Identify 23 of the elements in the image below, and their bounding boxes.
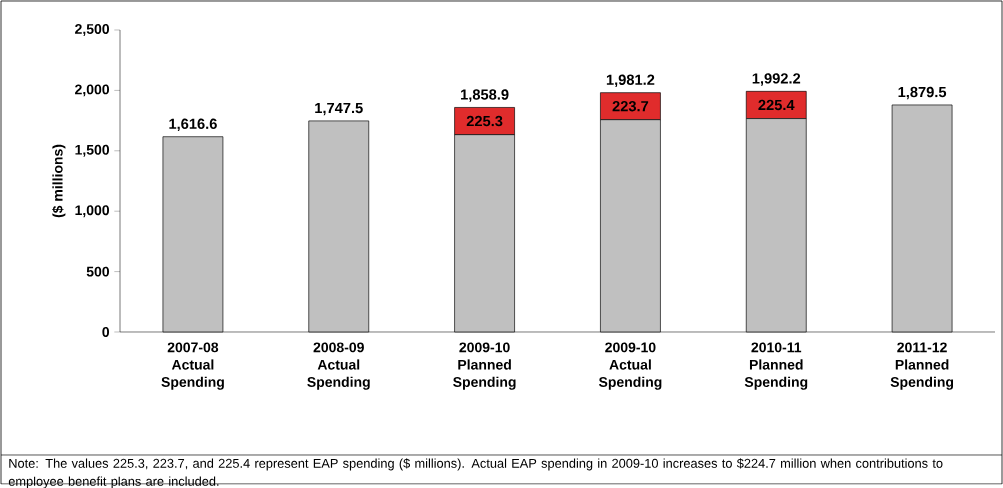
y-tick-label: 2,000 <box>75 84 110 97</box>
x-tick-label: 2008-09 Actual Spending <box>307 342 370 390</box>
y-tick-label: 1,000 <box>75 205 110 217</box>
total-label: 1,992.2 <box>752 73 801 86</box>
x-tick-label: 2011-12 Planned Spending <box>890 342 954 390</box>
x-tick-label: 2009-10 Actual Spending <box>598 342 662 390</box>
y-axis-title: ($ millions) <box>52 144 66 218</box>
total-label: 1,616.6 <box>169 118 217 131</box>
total-label: 1,858.9 <box>461 89 509 102</box>
y-tick-label: 0 <box>102 326 110 337</box>
text: Note: The values 225.3, 223.7, and 225.4 represent EAP spending ($ millions). Actual EAP spending in 2009-10 increases to $224.7 million when contributions to employee benefit plans are included. <box>8 458 943 488</box>
x-tick-label: 2010-11 Planned Spending <box>744 342 808 390</box>
x-tick-label: 2007-08 Actual Spending <box>161 342 224 390</box>
y-tick-label: 500 <box>86 266 110 277</box>
total-label: 1,981.2 <box>606 74 655 87</box>
x-tick-label: 2009-10 Planned Spending <box>453 342 516 390</box>
data-label: 225.4 <box>758 99 795 110</box>
y-tick-label: 2,500 <box>75 23 110 36</box>
total-label: 1,879.5 <box>898 86 947 100</box>
data-label: 223.7 <box>612 100 649 112</box>
data-label: 225.3 <box>466 115 503 127</box>
total-label: 1,747.5 <box>315 102 363 116</box>
y-tick-label: 1,500 <box>75 144 110 157</box>
